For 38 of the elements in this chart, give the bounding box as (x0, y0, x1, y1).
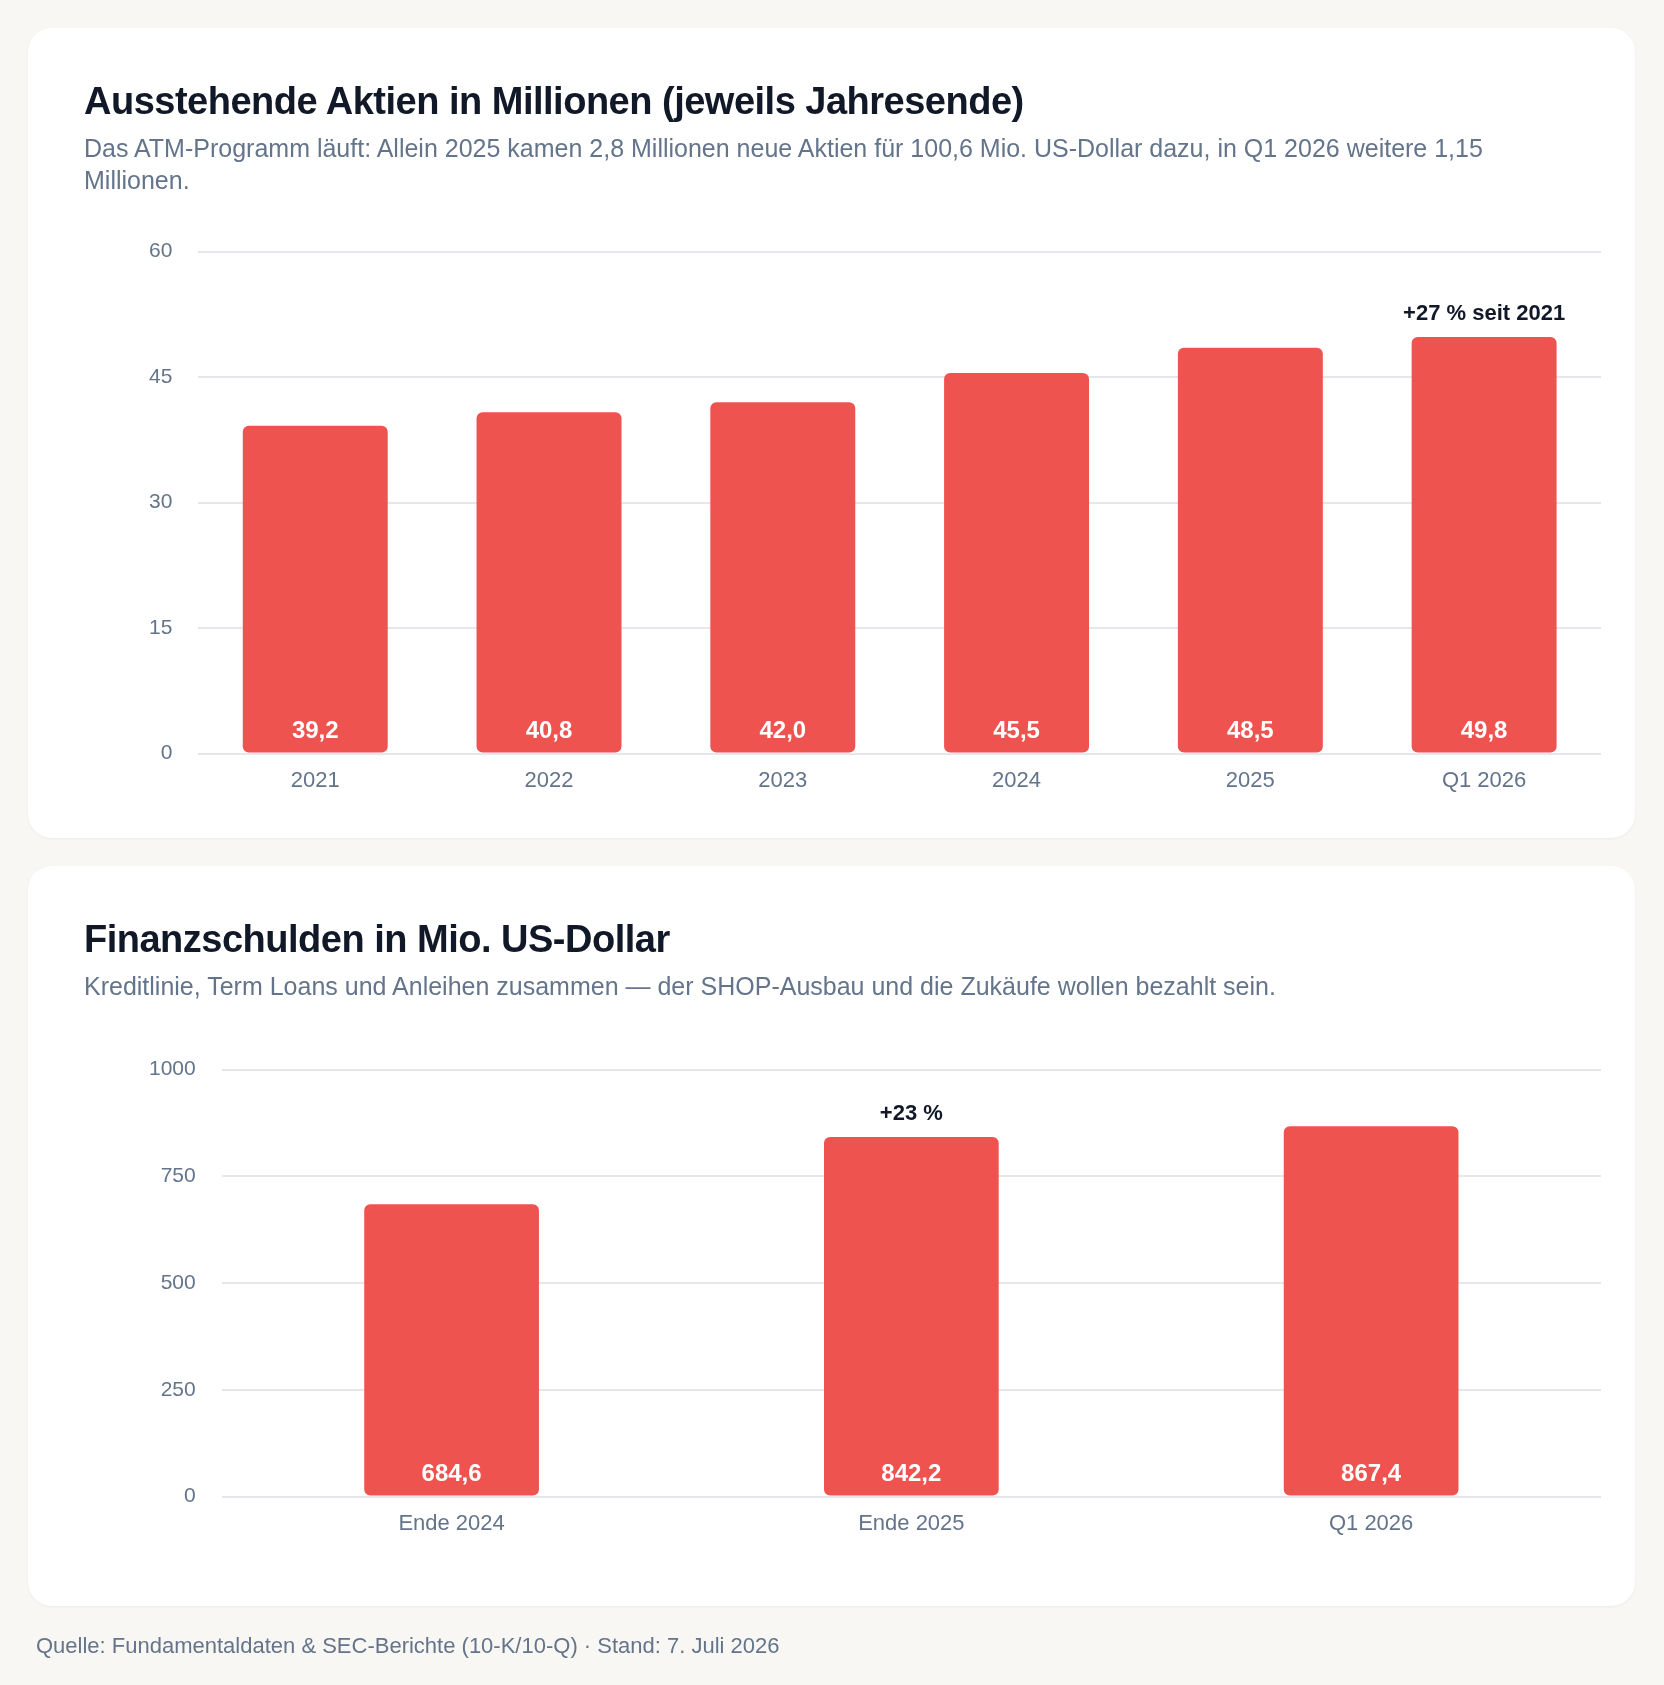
data-label: 49,8 (1460, 716, 1508, 744)
y-tick-label: 1000 (149, 1056, 196, 1080)
x-tick-label: Ende 2025 (858, 1509, 965, 1535)
x-tick-label: 2025 (1225, 766, 1275, 792)
x-tick-label: 2021 (290, 766, 340, 792)
data-label: 48,5 (1226, 716, 1274, 744)
y-tick-label: 15 (149, 614, 173, 638)
chart-subtitle: Das ATM-Programm läuft: Allein 2025 kamen 2,8 Millionen neue Aktien für 100,6 Mio. US-Dollar dazu, in Q1 2026 weitere 1,15 Millionen. (84, 133, 1484, 196)
data-label: 39,2 (291, 716, 339, 744)
x-tick-label: 2022 (524, 766, 574, 792)
x-tick-label: 2023 (758, 766, 808, 792)
y-tick-label: 45 (149, 363, 173, 387)
bar (824, 1136, 999, 1496)
x-tick-label: Q1 2026 (1328, 1509, 1414, 1535)
x-tick-label: 2024 (992, 766, 1042, 792)
data-label: 842,2 (881, 1459, 942, 1487)
y-tick-label: 750 (160, 1163, 196, 1187)
y-tick-label: 0 (160, 740, 173, 764)
data-label: 45,5 (993, 716, 1040, 744)
annotation: +27 % seit 2021 (1403, 300, 1566, 325)
data-label: 867,4 (1341, 1459, 1402, 1487)
chart-title: Ausstehende Aktien in Millionen (jeweils Jahresende) (84, 80, 1024, 123)
source-note: Quelle: Fundamentaldaten & SEC-Berichte (10-K/10-Q) · Stand: 7. Juli 2026 (36, 1633, 780, 1659)
bar (364, 1204, 539, 1496)
data-label: 684,6 (421, 1459, 482, 1487)
y-tick-label: 0 (184, 1483, 196, 1507)
data-label: 40,8 (525, 716, 573, 744)
y-tick-label: 60 (149, 238, 173, 262)
x-tick-label: Q1 2026 (1441, 766, 1527, 792)
chart-title: Finanzschulden in Mio. US-Dollar (84, 918, 670, 961)
data-label: 42,0 (759, 716, 807, 744)
y-tick-label: 250 (160, 1376, 196, 1400)
annotation: +23 % (879, 1100, 943, 1126)
y-tick-label: 500 (160, 1269, 196, 1293)
bar (1283, 1126, 1459, 1496)
y-tick-label: 30 (149, 489, 173, 513)
chart-subtitle: Kreditlinie, Term Loans und Anleihen zusammen — der SHOP-Ausbau und die Zukäufe wollen bezahlt sein. (84, 971, 1277, 1002)
x-tick-label: Ende 2024 (398, 1509, 505, 1535)
